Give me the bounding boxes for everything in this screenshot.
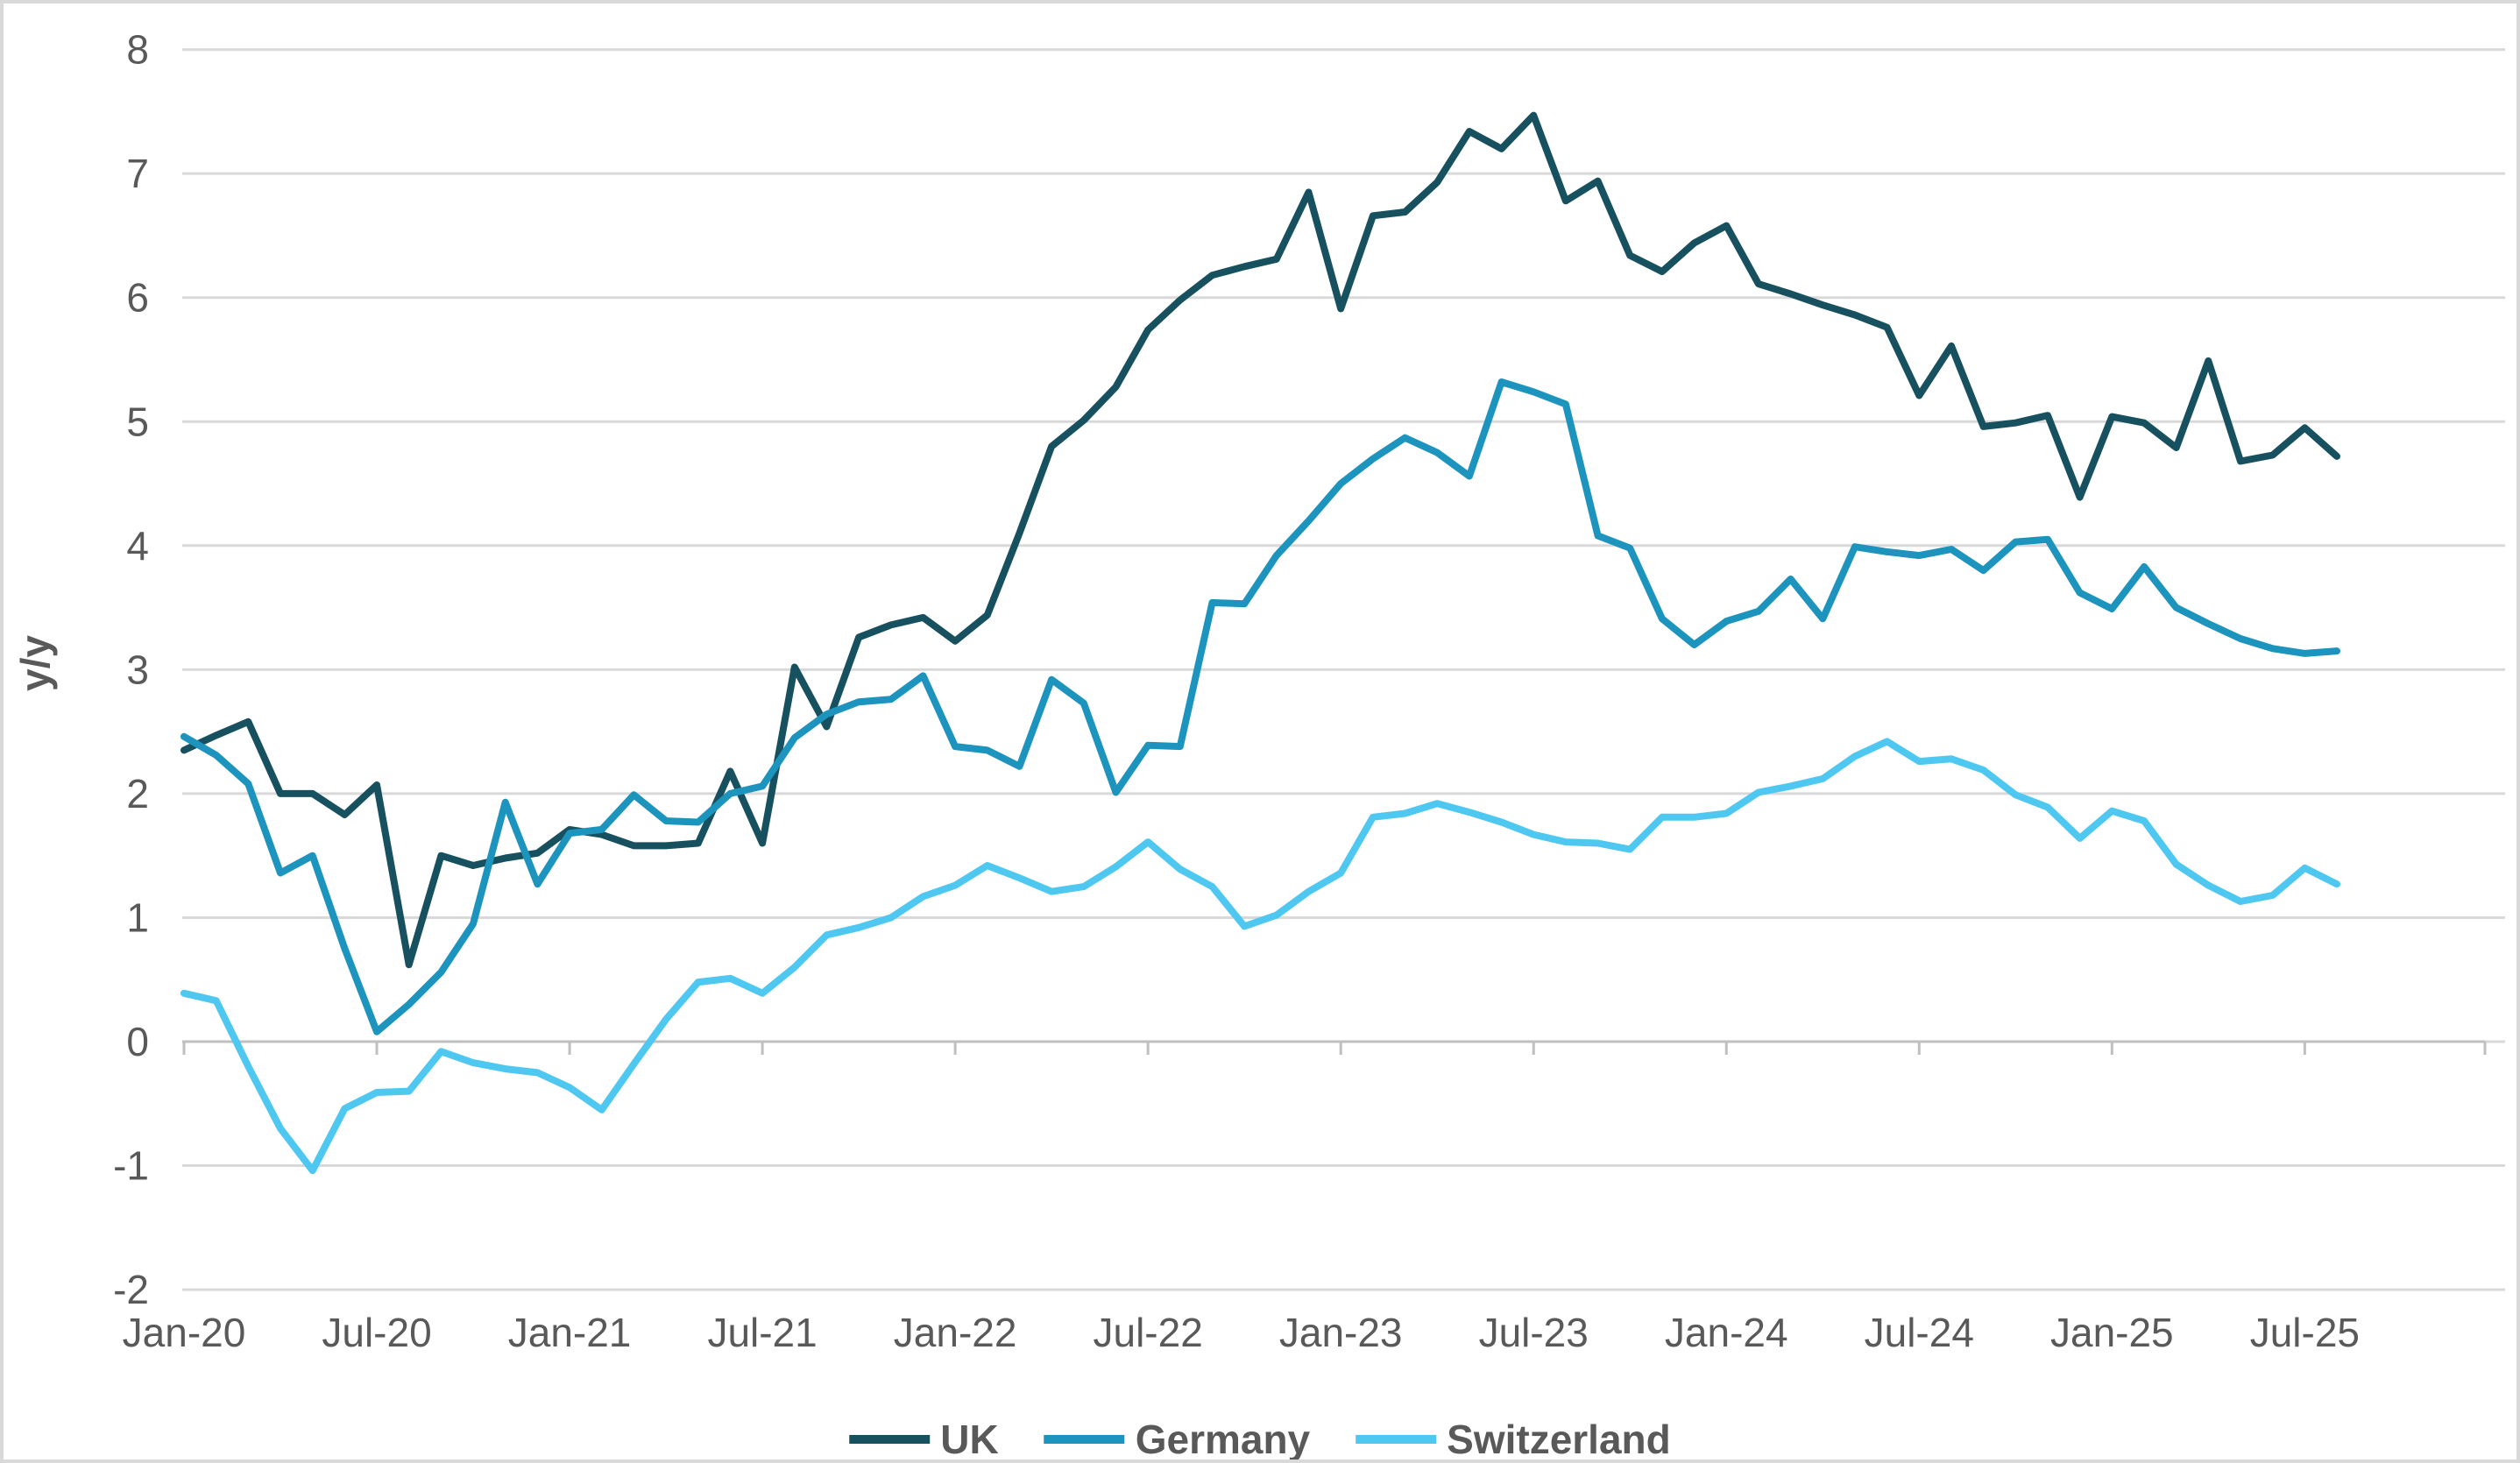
y-axis-title: y/y [12, 635, 58, 691]
legend-swatch-switzerland-icon [1356, 1435, 1437, 1444]
x-tick-label-Jul-20: Jul-20 [322, 1310, 431, 1355]
legend-item-uk: UK [849, 1416, 999, 1462]
legend-item-switzerland: Switzerland [1356, 1416, 1671, 1462]
y-tick-label-6: 6 [126, 275, 149, 321]
y-tick-label-0: 0 [126, 1019, 149, 1064]
y-tick-label--2: -2 [113, 1267, 149, 1312]
y-tick-label-8: 8 [126, 27, 149, 73]
legend-label-germany: Germany [1135, 1417, 1311, 1462]
x-tick-label-Jan-25: Jan-25 [2050, 1310, 2174, 1355]
x-tick-label-Jul-21: Jul-21 [707, 1310, 817, 1355]
switzerland-series-line [181, 738, 2340, 1175]
x-tick-label-Jul-23: Jul-23 [1479, 1310, 1589, 1355]
legend-label-uk: UK [940, 1417, 999, 1462]
x-tick-label-Jan-22: Jan-22 [894, 1310, 1017, 1355]
germany-series-line [181, 378, 2340, 1035]
x-tick-label-Jul-24: Jul-24 [1865, 1310, 1974, 1355]
legend-swatch-germany-icon [1044, 1435, 1125, 1444]
y-tick-label-2: 2 [126, 771, 149, 816]
legend-item-germany: Germany [1044, 1416, 1311, 1462]
y-tick-label-5: 5 [126, 399, 149, 444]
y-tick-label-4: 4 [126, 523, 149, 569]
x-tick-label-Jan-21: Jan-21 [508, 1310, 632, 1355]
legend-label-switzerland: Switzerland [1447, 1417, 1671, 1462]
legend-swatch-uk-icon [849, 1435, 931, 1444]
y-tick-label-3: 3 [126, 647, 149, 692]
y-tick-label-7: 7 [126, 151, 149, 196]
uk-series-line [181, 111, 2340, 969]
y-tick-label--1: -1 [113, 1143, 149, 1189]
x-tick-label-Jan-24: Jan-24 [1665, 1310, 1788, 1355]
x-tick-label-Jan-23: Jan-23 [1279, 1310, 1403, 1355]
chart-legend: UK Germany Switzerland [849, 1416, 1671, 1462]
x-tick-label-Jan-20: Jan-20 [123, 1310, 246, 1355]
line-chart: -2 -1 0 1 2 3 4 5 6 7 8 Jan-20 Jul-20 Jan-21 Jul-21 Jan… [113, 27, 2505, 1355]
x-tick-label-Jul-25: Jul-25 [2250, 1310, 2360, 1355]
y-tick-label-1: 1 [126, 894, 149, 940]
x-tick-label-Jul-22: Jul-22 [1094, 1310, 1203, 1355]
